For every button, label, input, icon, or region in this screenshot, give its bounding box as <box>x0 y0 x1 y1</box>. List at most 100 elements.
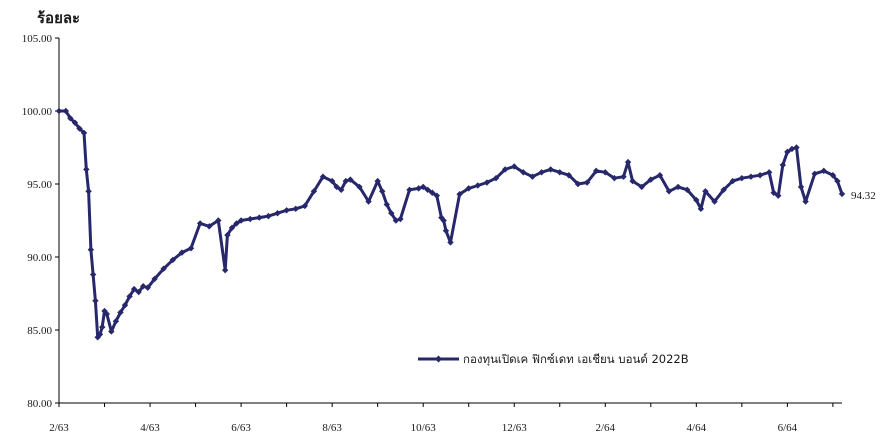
data-point-marker <box>101 307 108 315</box>
data-point-marker <box>310 188 318 195</box>
data-point-marker <box>501 166 509 173</box>
data-point-marker <box>283 207 290 214</box>
data-point-marker <box>538 169 545 176</box>
data-point-marker <box>103 310 110 318</box>
data-point-marker <box>406 186 413 194</box>
data-point-marker <box>388 210 395 217</box>
data-point-marker <box>611 174 618 182</box>
data-point-marker <box>556 169 563 176</box>
data-point-marker <box>820 167 827 175</box>
data-point-marker <box>89 271 97 278</box>
y-tick-label: 95.00 <box>27 179 52 191</box>
x-tick-label: 8/63 <box>322 422 342 434</box>
data-point-marker <box>684 186 691 194</box>
data-point-marker <box>151 275 158 283</box>
data-point-marker <box>797 183 805 191</box>
y-axis-unit-title: ร้อยละ <box>37 9 81 27</box>
data-point-marker <box>711 198 718 205</box>
data-point-marker <box>365 198 372 205</box>
data-point-marker <box>224 231 231 239</box>
x-axis: 2/63 4/63 6/63 8/63 10/63 12/63 2/64 4/64 6/64 <box>49 402 842 434</box>
data-point-marker <box>738 174 746 182</box>
data-point-marker <box>656 172 664 179</box>
data-point-marker <box>624 158 632 166</box>
data-point-marker <box>456 191 463 198</box>
data-point-marker <box>328 177 336 185</box>
data-point-marker <box>697 205 705 213</box>
data-point-marker <box>187 245 195 252</box>
data-point-marker <box>665 188 673 195</box>
data-point-marker <box>674 183 682 191</box>
data-point-marker <box>465 185 472 192</box>
data-point-marker <box>135 288 142 296</box>
data-point-marker <box>178 249 186 256</box>
legend-swatch-marker <box>435 355 442 363</box>
data-point-marker <box>237 217 245 224</box>
legend-label: กองทุนเปิดเค ฟิกซ์เดท เอเชียน บอนด์ 2022… <box>463 352 689 366</box>
last-value-label: 94.32 <box>851 190 876 202</box>
x-tick-label: 4/63 <box>140 422 160 434</box>
data-point-marker <box>99 323 106 331</box>
data-point-marker <box>215 217 222 224</box>
data-point-marker <box>374 177 381 185</box>
data-point-marker <box>196 220 204 227</box>
data-point-marker <box>474 182 482 189</box>
data-point-marker <box>319 173 327 180</box>
data-point-marker <box>112 318 120 325</box>
data-point-marker <box>424 186 431 194</box>
y-tick-label: 100.00 <box>22 106 53 118</box>
data-point-marker <box>720 186 727 194</box>
data-point-marker <box>802 198 809 205</box>
data-point-marker <box>85 188 92 195</box>
data-point-marker <box>83 166 90 173</box>
data-point-marker <box>638 183 645 191</box>
x-tick-label: 6/64 <box>778 422 798 434</box>
data-point-marker <box>529 173 536 180</box>
data-point-marker <box>256 214 263 221</box>
data-point-marker <box>693 196 700 204</box>
data-point-marker <box>784 148 791 156</box>
data-point-marker <box>397 215 404 223</box>
data-point-marker <box>71 119 79 126</box>
data-point-marker <box>433 192 441 199</box>
data-point-marker <box>756 172 764 179</box>
y-tick-label: 105.00 <box>22 33 53 45</box>
data-point-marker <box>747 173 755 180</box>
data-point-marker <box>246 215 254 223</box>
y-tick-label: 80.00 <box>27 398 52 410</box>
data-point-marker <box>347 176 354 183</box>
data-point-marker <box>169 256 177 264</box>
data-point-marker <box>592 167 600 175</box>
data-point-marker <box>811 170 818 177</box>
data-point-marker <box>547 166 554 173</box>
data-point-marker <box>130 285 138 293</box>
data-point-marker <box>160 265 167 272</box>
data-point-marker <box>292 205 299 213</box>
x-tick-label: 2/64 <box>595 422 615 434</box>
data-point-marker <box>729 177 736 185</box>
data-point-marker <box>629 177 636 185</box>
series-line <box>59 109 844 339</box>
data-point-marker <box>126 293 133 300</box>
x-tick-label: 12/63 <box>502 422 528 434</box>
data-point-marker <box>274 210 281 217</box>
data-point-marker <box>383 201 390 208</box>
data-point-marker <box>87 246 95 253</box>
data-point-marker <box>793 144 800 151</box>
series-layer <box>55 107 846 341</box>
data-point-marker <box>483 179 491 186</box>
data-point-marker <box>442 227 450 234</box>
data-point-marker <box>333 183 340 191</box>
data-point-marker <box>96 331 104 338</box>
data-point-marker <box>574 180 582 188</box>
x-tick-label: 2/63 <box>49 422 69 434</box>
data-point-marker <box>265 212 272 220</box>
data-point-marker <box>520 169 527 176</box>
data-point-marker <box>356 183 363 191</box>
y-tick-label: 85.00 <box>27 325 52 337</box>
data-point-marker <box>775 192 782 199</box>
data-point-marker <box>301 202 309 210</box>
data-point-marker <box>379 188 386 195</box>
data-point-marker <box>834 177 841 185</box>
data-point-marker <box>583 179 591 186</box>
